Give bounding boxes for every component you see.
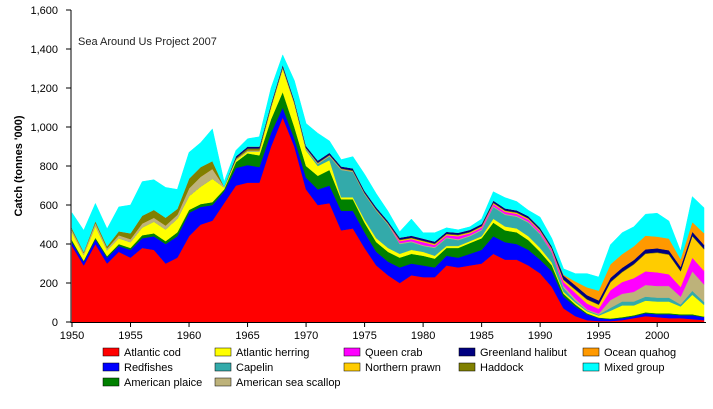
legend-label: Atlantic herring <box>236 347 309 359</box>
y-tick-label: 1,600 <box>30 5 58 17</box>
legend-swatch <box>102 362 120 372</box>
x-tick-label: 1965 <box>235 330 259 342</box>
legend-item-atlantic-cod: Atlantic cod <box>102 347 181 359</box>
y-axis-label: Catch (tonnes '000) <box>13 115 25 216</box>
y-tick-label: 1,400 <box>30 44 58 56</box>
legend-label: Mixed group <box>604 362 665 374</box>
y-ticks: 0 200 400 600 800 1,000 1,200 1,400 1,600 <box>30 5 71 329</box>
legend: Atlantic cod Atlantic herring Queen crab Gr… <box>102 347 676 389</box>
legend-swatch <box>102 377 120 387</box>
legend-item-mixed-group: Mixed group <box>582 362 665 374</box>
legend-swatch <box>582 347 600 357</box>
legend-item-greenland-halibut: Greenland halibut <box>458 347 567 359</box>
legend-item-redfishes: Redfishes <box>102 362 173 374</box>
y-tick-label: 1,200 <box>30 83 58 95</box>
y-tick-label: 600 <box>40 200 58 212</box>
x-tick-label: 1985 <box>469 330 493 342</box>
legend-swatch <box>458 347 476 357</box>
x-tick-label: 1970 <box>294 330 318 342</box>
legend-item-american-plaice: American plaice <box>102 377 202 389</box>
legend-label: Greenland halibut <box>480 347 567 359</box>
legend-label: American plaice <box>124 377 202 389</box>
x-ticks: 1950 1955 1960 1965 1970 1975 1980 1985 1990 1995… <box>60 322 669 342</box>
legend-swatch <box>214 362 232 372</box>
chart-annotation: Sea Around Us Project 2007 <box>78 36 217 48</box>
legend-swatch <box>343 347 361 357</box>
legend-swatch <box>214 377 232 387</box>
legend-swatch <box>102 347 120 357</box>
legend-swatch <box>343 362 361 372</box>
legend-item-northern-prawn: Northern prawn <box>343 362 441 374</box>
x-tick-label: 1955 <box>118 330 142 342</box>
legend-swatch <box>214 347 232 357</box>
legend-item-atlantic-herring: Atlantic herring <box>214 347 309 359</box>
x-tick-label: 1960 <box>177 330 201 342</box>
x-tick-label: 1980 <box>411 330 435 342</box>
legend-label: Queen crab <box>365 347 422 359</box>
y-tick-label: 0 <box>52 317 58 329</box>
x-tick-label: 1995 <box>586 330 610 342</box>
legend-label: American sea scallop <box>236 377 341 389</box>
y-tick-label: 400 <box>40 239 58 251</box>
legend-item-haddock: Haddock <box>458 362 524 374</box>
area-layers <box>71 54 705 323</box>
x-tick-label: 1950 <box>60 330 84 342</box>
legend-swatch <box>582 362 600 372</box>
legend-item-capelin: Capelin <box>214 362 273 374</box>
legend-item-queen-crab: Queen crab <box>343 347 422 359</box>
x-tick-label: 2000 <box>645 330 669 342</box>
y-tick-label: 200 <box>40 278 58 290</box>
legend-label: Redfishes <box>124 362 173 374</box>
area-mixed-group <box>71 54 705 291</box>
legend-item-ocean-quahog: Ocean quahog <box>582 347 676 359</box>
x-tick-label: 1990 <box>528 330 552 342</box>
legend-item-american-sea-scallop: American sea scallop <box>214 377 341 389</box>
legend-label: Haddock <box>480 362 524 374</box>
legend-label: Northern prawn <box>365 362 441 374</box>
x-tick-label: 1975 <box>352 330 376 342</box>
legend-label: Ocean quahog <box>604 347 676 359</box>
legend-swatch <box>458 362 476 372</box>
y-tick-label: 800 <box>40 161 58 173</box>
legend-label: Atlantic cod <box>124 347 181 359</box>
legend-label: Capelin <box>236 362 273 374</box>
y-tick-label: 1,000 <box>30 122 58 134</box>
